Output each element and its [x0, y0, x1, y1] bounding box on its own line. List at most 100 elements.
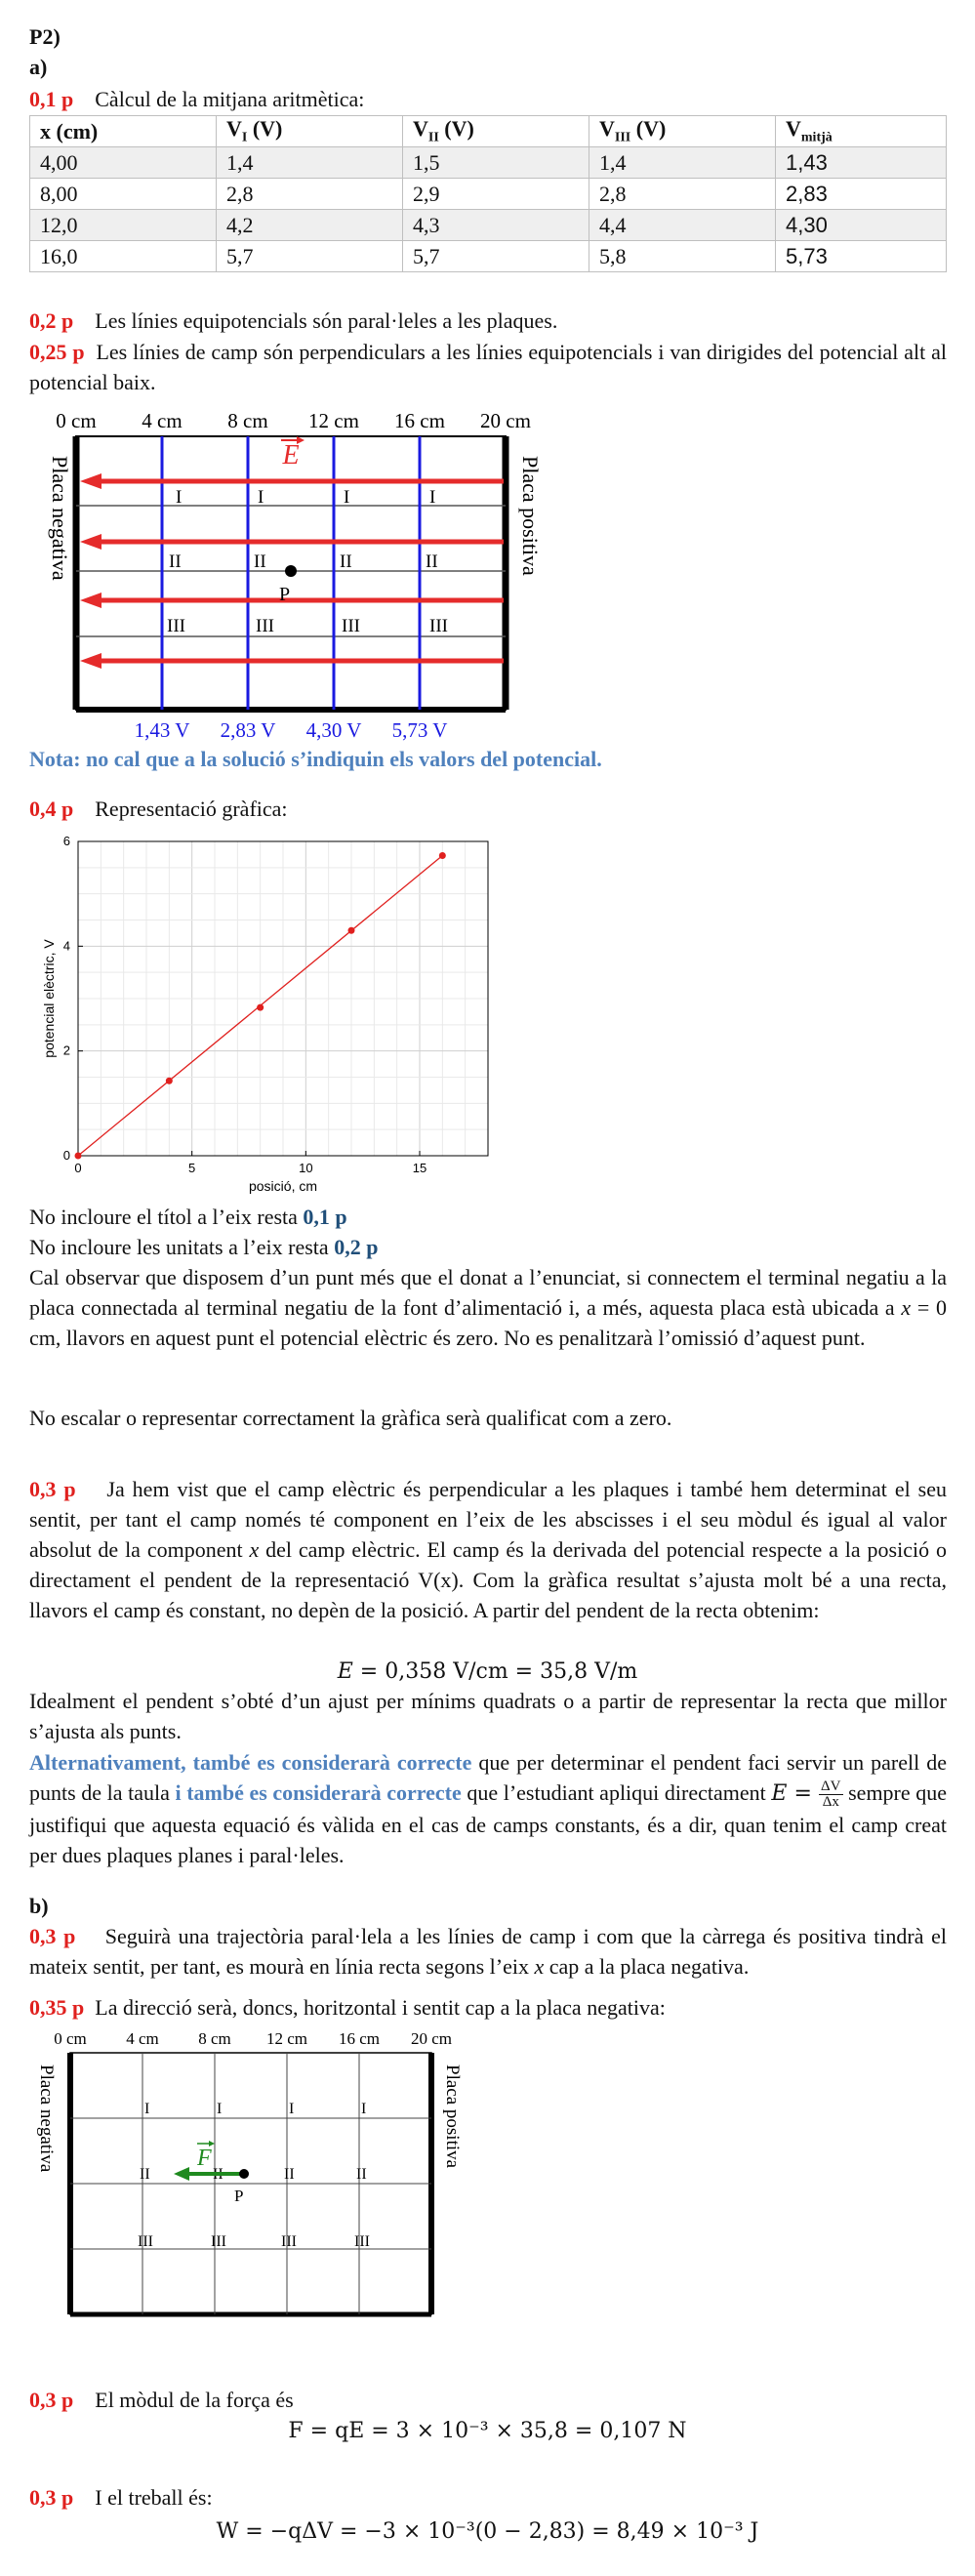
scale-label: 4 cm	[142, 409, 182, 432]
section-force-magnitude: 0,3 p El mòdul de la força és	[29, 2388, 294, 2412]
table-cell: 5,7	[216, 240, 403, 272]
table-header: Vmitjà	[775, 115, 947, 147]
row-label: II	[426, 552, 438, 572]
row-label: I	[361, 2101, 366, 2117]
positive-plate-label: Placa positiva	[518, 456, 543, 576]
row-label: I	[289, 2101, 294, 2117]
section-graph: 0,4 p Representació gràfica:	[29, 794, 288, 824]
x-tick-label: 15	[413, 1161, 427, 1175]
scale-label: 8 cm	[198, 2029, 231, 2048]
points-label: 0,25 p	[29, 340, 85, 364]
problem-heading: P2)	[29, 24, 61, 49]
data-point	[257, 1003, 264, 1011]
data-point	[165, 1077, 173, 1084]
table-cell: 4,2	[216, 209, 403, 241]
scale-label: 12 cm	[266, 2029, 307, 2048]
row-label: I	[176, 487, 182, 508]
point-p-label: P	[234, 2187, 243, 2205]
force-vector-label: F	[196, 2146, 212, 2171]
x-tick-label: 5	[188, 1161, 195, 1175]
table-header: VIII (V)	[589, 115, 776, 147]
y-tick-label: 4	[63, 938, 70, 953]
table-cell: 1,5	[402, 146, 589, 179]
table-header-row: x (cm) VI (V) VII (V) VIII (V) Vmitjà	[29, 115, 947, 147]
row-label: II	[254, 552, 266, 572]
least-squares-paragraph: Idealment el pendent s’obté d’un ajust p…	[29, 1689, 947, 1743]
scale-label: 8 cm	[227, 409, 267, 432]
points-label: 0,2 p	[29, 308, 74, 333]
scale-label: 20 cm	[411, 2029, 452, 2048]
table-row: 8,00 2,8 2,9 2,8 2,83	[29, 178, 947, 210]
potential-label: 5,73 V	[392, 718, 448, 742]
table-header: VII (V)	[402, 115, 589, 147]
point-p-marker	[239, 2169, 249, 2179]
row-label: I	[344, 487, 349, 508]
row-label: II	[169, 552, 182, 572]
negative-plate-label: Placa negativa	[36, 2065, 57, 2173]
section-text: Càlcul de la mitjana aritmètica:	[95, 87, 365, 111]
data-point	[347, 926, 355, 934]
scale-label: 20 cm	[480, 409, 531, 432]
points-label: 0,3 p	[29, 1477, 76, 1501]
zero-rule: No escalar o representar correctament la…	[29, 1406, 672, 1430]
table-cell: 5,8	[589, 240, 776, 272]
table-cell: 16,0	[29, 240, 217, 272]
y-axis-label: potencial elèctric, V	[41, 939, 57, 1058]
table-cell: 8,00	[29, 178, 217, 210]
table-cell: 1,4	[216, 146, 403, 179]
x-axis-label: posició, cm	[249, 1178, 317, 1194]
part-a-heading: a)	[29, 55, 48, 79]
points-label: 0,1 p	[29, 87, 74, 111]
note-text: Nota: no cal que a la solució s’indiquin…	[29, 747, 602, 771]
force-equation: F = qE = 3 × 10⁻³ × 35,8 = 0,107 N	[288, 2419, 687, 2443]
points-label: 0,35 p	[29, 1995, 85, 2020]
row-label: II	[356, 2166, 367, 2183]
part-b-heading: b)	[29, 1894, 49, 1918]
row-label: II	[284, 2166, 295, 2183]
table-row: 4,00 1,4 1,5 1,4 1,43	[29, 146, 947, 179]
penalty-title: No incloure el títol a l’eix resta 0,1 p	[29, 1205, 347, 1229]
row-label: III	[429, 616, 448, 636]
table-cell: 4,30	[775, 209, 947, 241]
data-point	[438, 851, 446, 859]
negative-plate-label: Placa negativa	[48, 456, 72, 581]
penalty-units: No incloure les unitats a l’eix resta 0,…	[29, 1235, 379, 1259]
table-cell: 4,3	[402, 209, 589, 241]
table-cell: 5,7	[402, 240, 589, 272]
field-derivation-paragraph: 0,3 p Ja hem vist que el camp elèctric é…	[29, 1477, 947, 1622]
alternative-paragraph: Alternativament, també es considerarà co…	[29, 1750, 948, 1868]
x-tick-label: 10	[299, 1161, 312, 1175]
section-field-lines: 0,25 p Les línies de camp són perpendicu…	[29, 337, 947, 397]
table-cell: 4,00	[29, 146, 217, 179]
row-label: III	[256, 616, 274, 636]
point-p-marker	[285, 565, 297, 577]
table-cell: 2,8	[216, 178, 403, 210]
trajectory-paragraph: 0,3 p Seguirà una trajectòria paral·lela…	[29, 1924, 947, 1979]
row-label: III	[342, 616, 360, 636]
table-header: VI (V)	[216, 115, 403, 147]
section-text: Les línies equipotencials són paral·lele…	[95, 308, 558, 333]
delta-fraction: ΔV Δx	[819, 1779, 843, 1811]
points-label: 0,3 p	[29, 1924, 76, 1948]
potential-chart: 0 5 10 15 0 2 4 6 posició, cm potencial elèctr…	[41, 834, 489, 1194]
row-label: III	[138, 2233, 153, 2250]
chart-grid	[77, 840, 489, 1157]
row-label: III	[281, 2233, 297, 2250]
section-text: Les línies de camp són perpendiculars a …	[29, 340, 947, 394]
table-row: 16,0 5,7 5,7 5,8 5,73	[29, 240, 947, 272]
potential-label: 2,83 V	[221, 718, 276, 742]
row-label: I	[429, 487, 435, 508]
row-label: II	[340, 552, 352, 572]
points-label: 0,4 p	[29, 797, 74, 821]
data-table: x (cm) VI (V) VII (V) VIII (V) Vmitjà 4,…	[29, 115, 947, 272]
row-label: III	[211, 2233, 226, 2250]
section-equipotential: 0,2 p Les línies equipotencials són para…	[29, 306, 557, 336]
field-equation: E = 0,358 V/cm = 35,8 V/m	[337, 1659, 638, 1684]
table-row: 12,0 4,2 4,3 4,4 4,30	[29, 209, 947, 241]
field-vector-label: E	[281, 440, 299, 470]
table-cell: 1,4	[589, 146, 776, 179]
work-equation: W = −qΔV = −3 × 10⁻³(0 − 2,83) = 8,49 × …	[216, 2519, 759, 2544]
observation-paragraph: Cal observar que disposem d’un punt més …	[29, 1265, 947, 1350]
table-cell: 2,8	[589, 178, 776, 210]
points-label: 0,3 p	[29, 2388, 74, 2412]
